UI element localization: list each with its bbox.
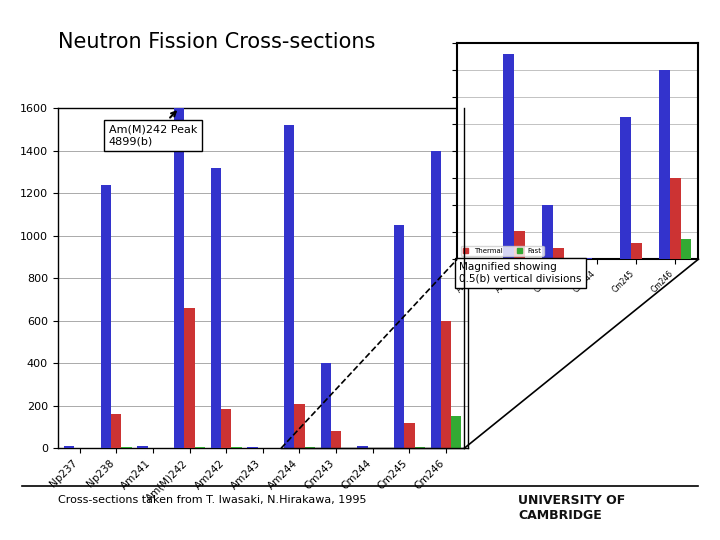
Bar: [503, 54, 514, 259]
Bar: [320, 363, 331, 448]
Text: Neutron Fission Cross-sections: Neutron Fission Cross-sections: [58, 32, 375, 52]
Bar: [174, 108, 184, 448]
Text: Am(M)242 Peak
4899(b): Am(M)242 Peak 4899(b): [109, 112, 197, 146]
Bar: [670, 178, 680, 259]
Bar: [231, 447, 241, 448]
Bar: [64, 446, 74, 448]
Bar: [659, 70, 670, 259]
Bar: [451, 416, 462, 448]
Bar: [305, 447, 315, 448]
Bar: [138, 446, 148, 448]
Bar: [581, 258, 592, 259]
Bar: [248, 447, 258, 448]
Bar: [211, 167, 221, 448]
Bar: [431, 151, 441, 448]
Bar: [111, 414, 122, 448]
Bar: [101, 185, 111, 448]
Bar: [441, 321, 451, 448]
Bar: [294, 403, 305, 448]
Bar: [553, 248, 564, 259]
Bar: [514, 231, 525, 259]
Text: Magnified showing
0.5(b) vertical divisions: Magnified showing 0.5(b) vertical divisi…: [459, 262, 582, 284]
Bar: [357, 446, 368, 448]
Bar: [631, 243, 642, 259]
Bar: [331, 431, 341, 448]
Bar: [194, 447, 205, 448]
Bar: [221, 409, 231, 448]
Bar: [542, 205, 553, 259]
Bar: [620, 117, 631, 259]
Bar: [284, 125, 294, 448]
Bar: [680, 239, 691, 259]
Bar: [404, 423, 415, 448]
Bar: [415, 447, 425, 448]
Text: Cross-sections taken from T. Iwasaki, N.Hirakawa, 1995: Cross-sections taken from T. Iwasaki, N.…: [58, 495, 366, 504]
Bar: [122, 447, 132, 448]
Bar: [184, 308, 194, 448]
Text: UNIVERSITY OF
CAMBRIDGE: UNIVERSITY OF CAMBRIDGE: [518, 494, 626, 522]
Legend: Thermal, Fast: Thermal, Fast: [461, 246, 544, 256]
Bar: [394, 225, 404, 448]
